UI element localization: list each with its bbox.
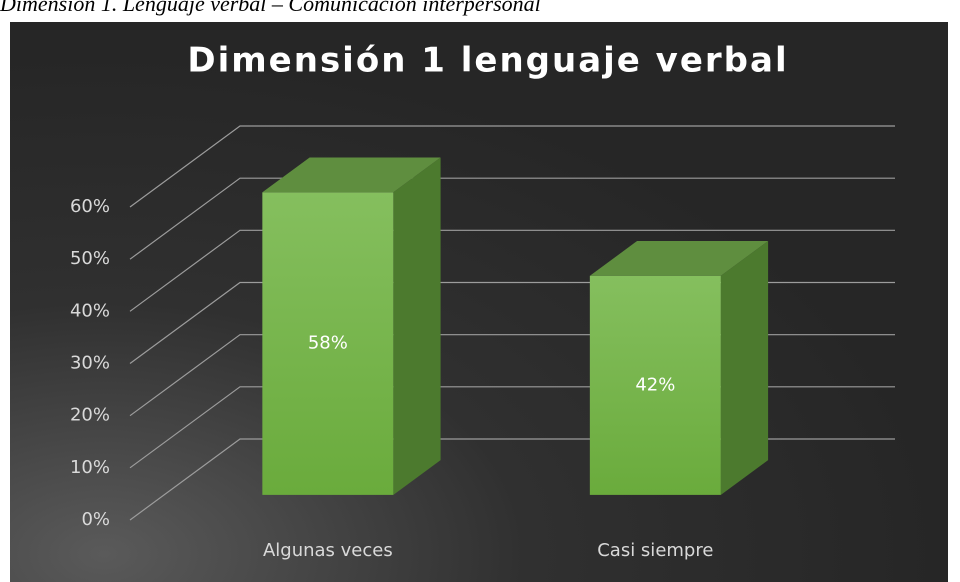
data-label: 58% bbox=[308, 333, 348, 354]
y-tick-label: 30% bbox=[70, 353, 110, 374]
bar bbox=[589, 275, 721, 495]
grid-line bbox=[129, 125, 895, 208]
y-tick-label: 20% bbox=[70, 405, 110, 426]
grid-line bbox=[129, 177, 895, 260]
bar-top bbox=[589, 241, 769, 276]
y-tick-label: 10% bbox=[70, 457, 110, 478]
x-tick-label: Casi siempre bbox=[597, 540, 713, 561]
x-tick-label: Algunas veces bbox=[263, 540, 393, 561]
bar-top bbox=[262, 157, 441, 193]
bar-side bbox=[393, 157, 441, 495]
grid-line bbox=[129, 229, 895, 312]
y-tick-label: 60% bbox=[70, 196, 110, 217]
data-label: 42% bbox=[635, 374, 675, 395]
bar-side bbox=[720, 241, 769, 495]
chart-area bbox=[10, 22, 948, 582]
y-tick-label: 0% bbox=[81, 509, 110, 530]
chart-title: Dimensión 1 lenguaje verbal bbox=[187, 41, 788, 81]
bar bbox=[262, 192, 394, 495]
y-tick-label: 50% bbox=[70, 248, 110, 269]
caption: Dimensión 1. Lenguaje verbal – Comunicac… bbox=[0, 0, 541, 16]
y-tick-label: 40% bbox=[70, 300, 110, 321]
